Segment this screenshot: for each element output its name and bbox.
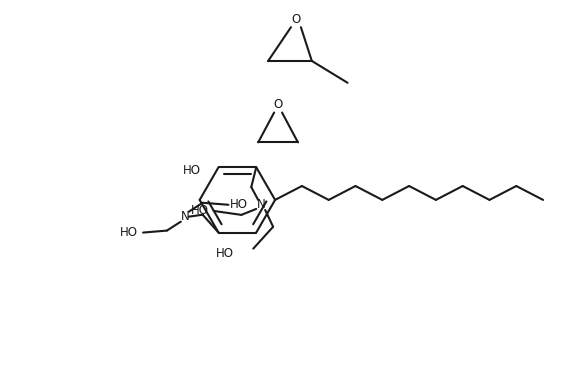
Text: N: N: [180, 210, 189, 223]
Text: HO: HO: [120, 226, 138, 239]
Text: HO: HO: [191, 205, 209, 217]
Text: N: N: [257, 199, 266, 211]
Text: O: O: [274, 98, 283, 111]
Text: HO: HO: [215, 247, 233, 260]
Text: HO: HO: [183, 164, 200, 177]
Text: HO: HO: [230, 198, 248, 211]
Text: O: O: [291, 13, 301, 26]
